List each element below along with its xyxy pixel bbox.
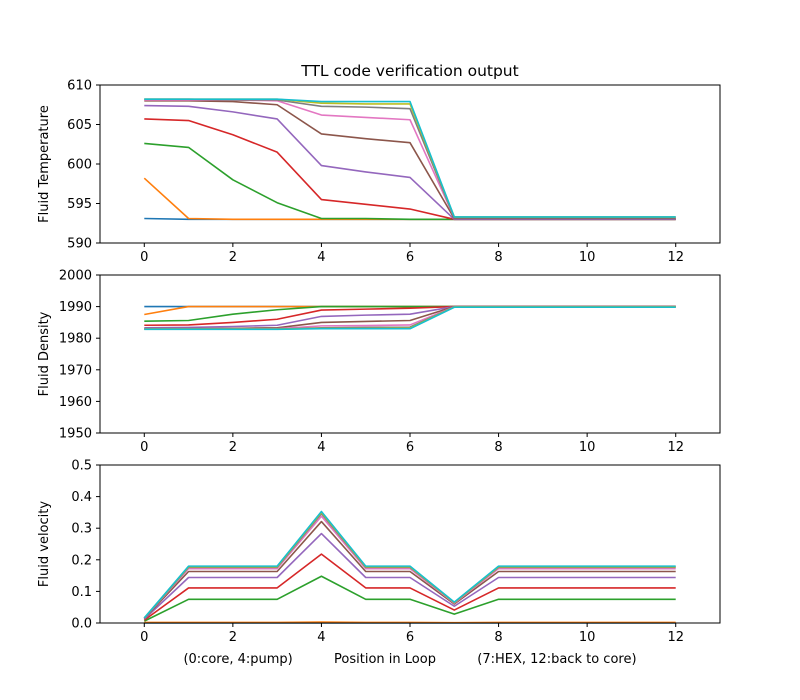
velocity-y-tick-label: 0.3 [71,522,92,537]
temperature-series-line-3 [144,118,676,221]
temperature-y-tick-label: 610 [67,79,92,94]
temperature-x-tick-label: 8 [494,250,502,265]
velocity-panel: 0 2 4 6 8 10 12 0.0 0.1 0.2 0.3 0.4 0.5 Fluid velocit… [37,459,721,645]
density-x-tick-label: 6 [406,440,414,455]
velocity-y-axis-label: Fluid velocity [37,501,52,587]
density-y-tick-label: 1960 [59,395,92,410]
velocity-x-tick-label: 2 [229,630,237,645]
temperature-series-line-4 [144,104,676,221]
temperature-x-tick-label: 12 [667,250,684,265]
density-x-tick-label: 4 [317,440,325,455]
velocity-series-line-6 [143,515,676,619]
density-y-tick-label: 1970 [59,363,92,378]
density-x-tick-label: 0 [140,440,148,455]
velocity-x-tick-label: 4 [317,630,325,645]
density-y-tick-label: 2000 [59,269,92,284]
temperature-y-tick-label: 590 [67,237,92,252]
temperature-y-tick-label: 595 [67,197,92,212]
temperature-x-tick-label: 0 [140,250,148,265]
velocity-series-line-9 [143,510,676,619]
temperature-y-tick-label: 600 [67,158,92,173]
velocity-x-tick-label: 12 [667,630,684,645]
velocity-series-line-1 [144,621,676,624]
density-y-tick-label: 1980 [59,332,92,347]
temperature-series-line-6 [144,99,676,219]
velocity-y-tick-label: 0.0 [71,617,92,632]
density-x-tick-label: 10 [579,440,596,455]
density-series-line-6 [144,306,676,330]
temperature-series-line-8 [144,98,676,218]
temperature-series-line-5 [144,100,676,220]
density-series-line-9 [144,306,676,331]
temperature-x-tick-label: 6 [406,250,414,265]
density-panel: 0 2 4 6 8 10 12 1950 1960 1970 1980 1990 2000 Fluid D… [37,269,721,455]
temperature-series-line-9 [144,98,676,218]
velocity-series-line-5 [143,520,676,620]
velocity-y-tick-label: 0.2 [71,553,92,568]
density-plot-frame [99,274,721,434]
x-axis-label: (0:core, 4:pump) Position in Loop (7:HEX… [183,652,636,667]
velocity-x-tick-label: 6 [406,630,414,645]
temperature-x-tick-label: 10 [579,250,596,265]
density-y-tick-label: 1990 [59,300,92,315]
velocity-series-line-8 [143,511,676,619]
temperature-series-line-7 [144,98,676,219]
velocity-x-tick-label: 10 [579,630,596,645]
temperature-y-tick-label: 605 [67,118,92,133]
temperature-x-tick-label: 2 [229,250,237,265]
temperature-x-tick-label: 4 [317,250,325,265]
velocity-x-tick-label: 0 [140,630,148,645]
density-x-tick-label: 12 [667,440,684,455]
velocity-series-line-2 [143,575,676,622]
velocity-y-tick-label: 0.5 [71,459,92,474]
density-x-tick-label: 2 [229,440,237,455]
velocity-y-tick-label: 0.1 [71,585,92,600]
velocity-x-tick-label: 8 [494,630,502,645]
velocity-series-line-3 [143,553,676,621]
chart-title: TTL code verification output [300,62,518,80]
temperature-series-line-1 [143,177,676,221]
density-y-axis-label: Fluid Density [37,311,52,396]
temperature-y-axis-label: Fluid Temperature [37,105,52,223]
density-x-tick-label: 8 [494,440,502,455]
temperature-panel: 0 2 4 6 8 10 12 590 595 600 605 610 Fluid Temperatur… [37,79,721,265]
velocity-y-tick-label: 0.4 [71,490,92,505]
density-y-tick-label: 1950 [59,427,92,442]
temperature-series-line-2 [144,142,676,221]
velocity-series-line-4 [143,532,676,620]
